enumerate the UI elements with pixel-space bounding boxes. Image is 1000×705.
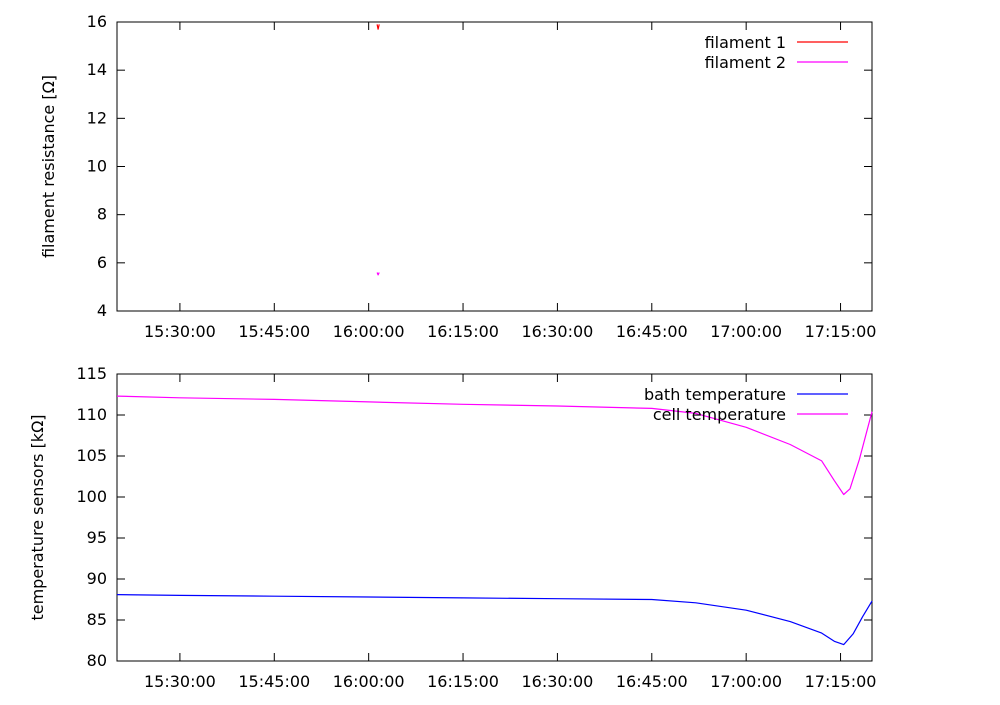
chart-0-series-line-0 [376,24,380,30]
chart-1-plot: 80 85 90 95 100 105 110 115 15:30:00 15:45:00 16:0… [28,364,876,691]
chart-1-y-tick-label: 100 [76,487,107,506]
chart-0-x-tick-label: 15:30:00 [144,322,216,341]
chart-1-series-line-1 [116,395,873,496]
chart-0-x-tick-label: 16:45:00 [616,322,688,341]
chart-0-y-tick-label: 12 [87,108,107,127]
chart-1-plot-frame [116,373,873,662]
chart-1-x-tick-label: 17:15:00 [805,672,877,691]
chart-0-y-tick-label: 16 [87,12,107,31]
chart-1-x-tick-label: 16:00:00 [333,672,405,691]
chart-0-x-tick-label: 16:15:00 [427,322,499,341]
chart-1-legend-label-0: bath temperature [644,385,786,404]
chart-1-y-tick-label: 85 [87,610,107,629]
chart-0-x-tick-label: 16:00:00 [333,322,405,341]
chart-0-x-tick-label: 16:30:00 [521,322,593,341]
chart-1-x-tick-label: 17:00:00 [710,672,782,691]
chart-1-x-tick-label: 16:30:00 [521,672,593,691]
chart-0-y-axis-title: filament resistance [Ω] [39,75,58,258]
chart-1-y-tick-label: 90 [87,569,107,588]
chart-1-y-tick-label: 110 [76,405,107,424]
chart-0-x-tick-label: 17:15:00 [805,322,877,341]
chart-1-x-tick-label: 16:15:00 [427,672,499,691]
chart-1-y-tick-label: 95 [87,528,107,547]
chart-1-y-axis-title: temperature sensors [kΩ] [28,414,47,620]
chart-0-y-tick-label: 14 [87,60,107,79]
chart-0-plot: 4 6 8 10 12 14 16 15:30:00 15:45:00 16:00:00 16:15… [39,12,876,341]
chart-1-x-tick-label: 16:45:00 [616,672,688,691]
chart-1-series-line-0 [116,594,873,646]
chart-1-y-tick-label: 80 [87,651,107,670]
chart-0-y-tick-label: 6 [97,253,107,272]
chart-0-legend-label-1: filament 2 [705,53,786,72]
chart-0-y-tick-label: 10 [87,157,107,176]
chart-1-y-tick-label: 105 [76,446,107,465]
chart-0-series-line-1 [376,272,380,276]
chart-0-x-tick-label: 17:00:00 [710,322,782,341]
chart-1-y-tick-label: 115 [76,364,107,383]
chart-0-y-tick-label: 4 [97,301,107,320]
chart-1-legend-label-1: cell temperature [653,405,786,424]
chart-0-x-tick-label: 15:45:00 [238,322,310,341]
chart-0-y-tick-label: 8 [97,205,107,224]
chart-0-legend-label-0: filament 1 [705,33,786,52]
chart-1-x-tick-label: 15:30:00 [144,672,216,691]
chart-1-x-tick-label: 15:45:00 [238,672,310,691]
